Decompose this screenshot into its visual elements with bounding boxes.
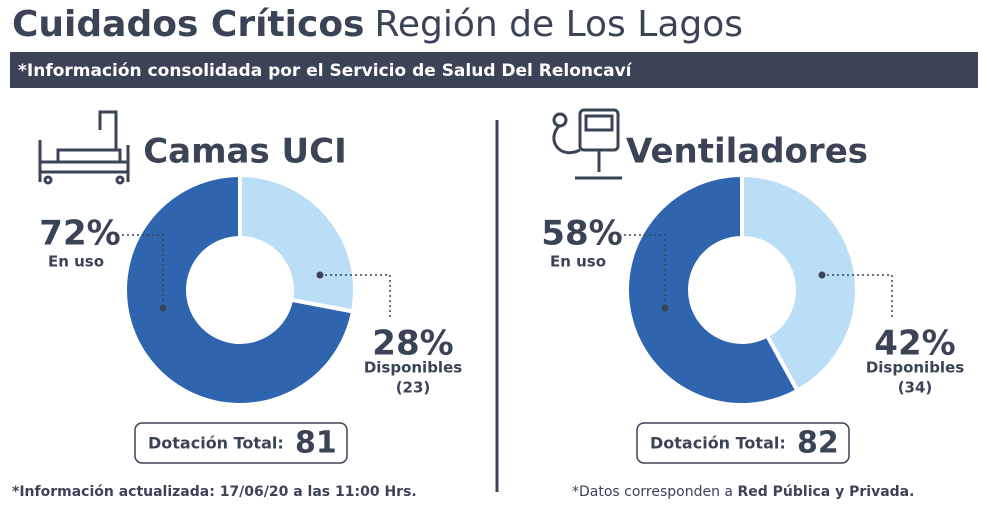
category-label: En uso [48, 253, 104, 271]
chart-title: Ventiladores [626, 132, 868, 172]
footer-bold: Red Pública y Privada. [737, 484, 914, 500]
category-label: Disponibles [866, 359, 964, 377]
footer-left: *Información actualizada: 17/06/20 a las… [12, 484, 417, 500]
count-label: (23) [396, 379, 431, 397]
leader-line [822, 274, 893, 320]
leader-dot [661, 304, 669, 312]
value-label: 72% [39, 214, 120, 254]
footer-right: *Datos corresponden a Red Pública y Priv… [572, 484, 914, 500]
title-bold: Cuidados Críticos [12, 4, 364, 45]
total-label: Dotación Total: [148, 434, 284, 453]
total-box [134, 422, 348, 464]
leader-dot [159, 304, 167, 312]
leader-line [624, 234, 666, 308]
ventilator-icon [552, 108, 622, 180]
value-label: 28% [372, 324, 453, 364]
total-value: 81 [295, 426, 337, 461]
footer-plain: *Datos corresponden a [572, 484, 737, 500]
count-label: (34) [898, 379, 933, 397]
leader-line [122, 234, 164, 308]
leader-dot [818, 271, 826, 279]
leader-line [320, 274, 391, 320]
total-box [636, 422, 850, 464]
donut-segment [740, 172, 859, 394]
subtitle-bar [10, 52, 978, 88]
donut-segment [238, 172, 357, 314]
donut-segment [123, 172, 356, 407]
subtitle: *Información consolidada por el Servicio… [18, 61, 633, 81]
value-label: 42% [874, 324, 955, 364]
value-label: 58% [541, 214, 622, 254]
leader-dot [316, 271, 324, 279]
total-label: Dotación Total: [650, 434, 786, 453]
donut-segment [625, 172, 801, 407]
chart-title: Camas UCI [143, 132, 347, 172]
total-value: 82 [797, 426, 839, 461]
title: Cuidados Críticos Región de Los Lagos [12, 4, 743, 45]
bed-icon [38, 110, 130, 185]
title-rest: Región de Los Lagos [374, 4, 743, 45]
category-label: Disponibles [364, 359, 462, 377]
category-label: En uso [550, 253, 606, 271]
